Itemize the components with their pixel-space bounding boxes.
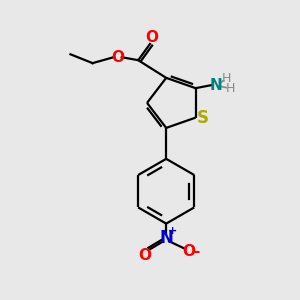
Text: -: - xyxy=(193,244,200,260)
Text: O: O xyxy=(146,30,159,45)
Text: N: N xyxy=(159,229,173,247)
Text: O: O xyxy=(111,50,124,65)
Text: S: S xyxy=(197,109,209,127)
Text: O: O xyxy=(139,248,152,263)
Text: N: N xyxy=(210,78,223,93)
Text: O: O xyxy=(182,244,195,260)
Text: +: + xyxy=(168,226,177,236)
Text: H: H xyxy=(222,72,231,85)
Text: H: H xyxy=(226,82,235,95)
